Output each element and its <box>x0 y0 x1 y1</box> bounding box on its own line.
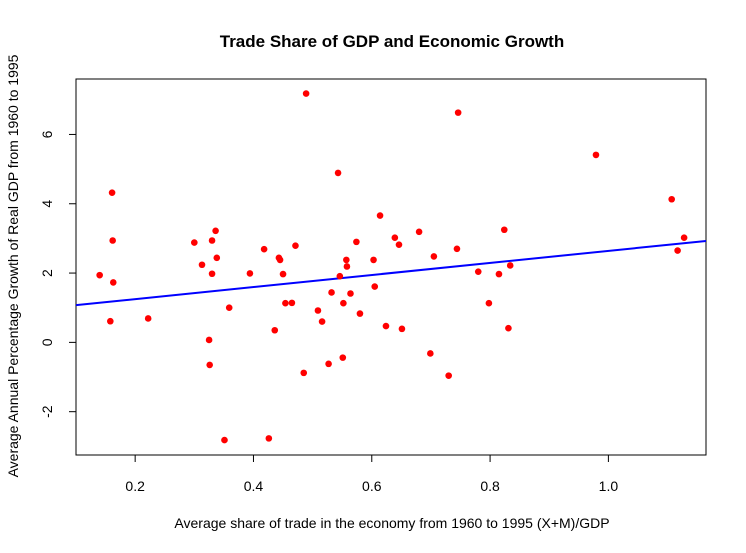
data-point <box>198 261 206 269</box>
data-point <box>208 270 216 278</box>
y-tick-label: 6 <box>39 130 55 138</box>
data-point <box>485 299 493 307</box>
data-point <box>276 256 284 264</box>
data-point <box>314 307 322 314</box>
data-point <box>107 317 114 325</box>
data-point <box>318 318 326 325</box>
data-point <box>144 315 152 322</box>
plot-box <box>75 78 707 456</box>
regression-line-layer <box>76 239 706 307</box>
chart-title: Trade Share of GDP and Economic Growth <box>220 32 564 51</box>
data-point <box>221 436 228 444</box>
data-point <box>109 237 116 244</box>
data-point <box>212 227 219 235</box>
data-point <box>398 325 406 333</box>
data-point <box>391 234 399 242</box>
data-points <box>96 90 688 444</box>
data-point <box>108 189 116 196</box>
data-point <box>343 256 350 264</box>
data-point <box>265 435 273 442</box>
data-point <box>336 272 344 280</box>
data-point <box>495 270 503 278</box>
x-tick-label: 0.4 <box>244 478 264 494</box>
data-point <box>474 268 482 275</box>
y-axis-label: Average Annual Percentage Growth of Real… <box>5 54 21 477</box>
data-point <box>376 212 384 219</box>
data-point <box>371 283 379 290</box>
x-tick-label: 0.2 <box>125 478 145 494</box>
data-point <box>109 279 117 286</box>
data-point <box>225 304 233 312</box>
data-point <box>506 262 514 269</box>
x-axis: 0.2 0.4 0.6 0.8 1.0 <box>125 455 618 494</box>
data-point <box>453 245 461 253</box>
data-point <box>427 350 434 357</box>
data-point <box>302 90 310 97</box>
y-tick-label: 0 <box>39 338 55 346</box>
x-tick-label: 0.8 <box>480 478 500 494</box>
x-axis-label: Average share of trade in the economy fr… <box>174 515 609 531</box>
data-point <box>395 241 403 248</box>
data-point <box>300 369 308 377</box>
y-tick-label: 4 <box>39 200 55 208</box>
data-point <box>370 256 377 264</box>
data-point <box>668 195 675 203</box>
data-point <box>343 263 351 270</box>
data-point <box>206 361 213 369</box>
data-point <box>680 234 688 242</box>
data-point <box>592 151 600 159</box>
data-point <box>445 372 452 379</box>
data-point <box>282 299 289 307</box>
data-point <box>505 324 512 332</box>
data-point <box>415 228 423 236</box>
data-point <box>191 239 198 246</box>
data-point <box>213 254 221 262</box>
data-point <box>96 271 103 279</box>
data-point <box>260 245 268 253</box>
data-point <box>292 242 299 249</box>
data-point <box>334 169 342 177</box>
data-point <box>205 336 213 344</box>
data-point <box>246 270 254 277</box>
data-point <box>382 322 390 330</box>
data-point <box>325 360 332 368</box>
data-point <box>279 270 287 278</box>
data-point <box>353 238 360 246</box>
data-point <box>500 226 508 234</box>
data-point <box>328 289 335 296</box>
data-point <box>288 299 296 307</box>
y-tick-label: 2 <box>39 269 55 277</box>
data-point <box>339 354 347 361</box>
y-axis: -2 0 2 4 6 <box>39 130 76 418</box>
data-point <box>271 326 279 334</box>
x-tick-label: 1.0 <box>599 478 619 494</box>
data-point <box>356 310 364 317</box>
data-point <box>340 299 347 307</box>
regression-line <box>76 239 706 307</box>
x-tick-label: 0.6 <box>362 478 382 494</box>
y-tick-label: -2 <box>39 405 55 418</box>
data-point <box>430 253 438 260</box>
data-point <box>674 247 681 254</box>
data-point <box>347 290 354 297</box>
data-point <box>454 109 462 116</box>
data-point <box>208 237 216 244</box>
